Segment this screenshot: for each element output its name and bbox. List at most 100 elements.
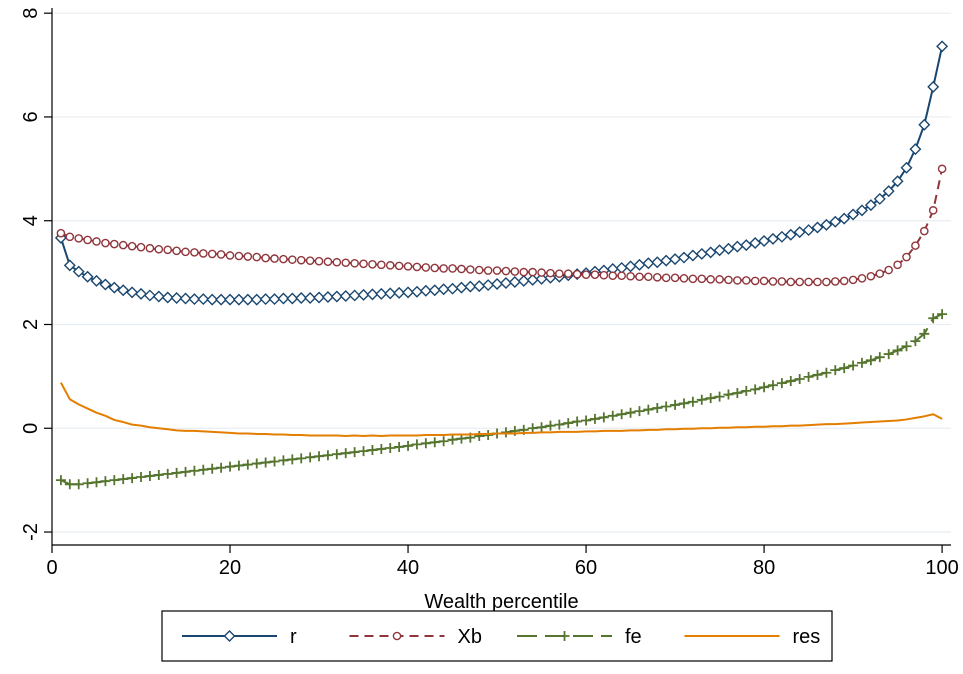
data-point-marker <box>802 224 815 237</box>
data-point-marker <box>670 399 681 410</box>
data-point-marker <box>848 275 858 285</box>
data-point-marker <box>777 277 787 286</box>
data-point-marker <box>153 469 164 480</box>
data-point-marker <box>385 442 396 453</box>
data-point-marker <box>670 273 680 283</box>
data-point-marker <box>170 292 183 305</box>
data-point-marker <box>928 313 939 324</box>
data-point-marker <box>492 266 502 275</box>
data-point-marker <box>581 415 592 426</box>
data-point-marker <box>652 403 663 414</box>
data-point-marker <box>126 286 139 299</box>
data-point-marker <box>393 286 406 299</box>
data-point-marker <box>455 281 468 294</box>
data-point-marker <box>82 478 93 489</box>
data-point-marker <box>109 475 120 486</box>
data-point-marker <box>277 292 290 305</box>
data-point-marker <box>207 463 218 474</box>
gridlines <box>52 12 951 533</box>
legend: r Xb fe res <box>161 610 833 662</box>
data-point-marker <box>838 212 851 225</box>
data-point-marker <box>607 410 618 421</box>
data-point-marker <box>510 267 520 276</box>
data-point-marker <box>188 293 201 306</box>
data-point-marker <box>909 143 922 156</box>
data-point-marker <box>714 391 725 402</box>
data-point-marker <box>848 360 859 371</box>
data-point-marker <box>225 251 235 260</box>
data-point-marker <box>305 452 316 463</box>
data-point-marker <box>759 276 769 286</box>
data-point-marker <box>241 293 254 306</box>
data-point-marker <box>412 262 422 272</box>
data-point-marker <box>287 454 298 465</box>
data-point-marker <box>499 276 512 289</box>
data-point-marker <box>644 272 653 282</box>
data-point-marker <box>820 218 833 231</box>
data-point-marker <box>145 243 155 253</box>
data-point-marker <box>359 259 368 269</box>
data-point-marker <box>234 251 244 261</box>
data-point-marker <box>92 237 101 246</box>
data-point-marker <box>152 290 165 303</box>
data-point-marker <box>528 267 537 277</box>
data-point-marker <box>110 239 119 249</box>
data-point-marker <box>180 466 191 477</box>
y-tick-label: 4 <box>20 215 42 226</box>
data-point-marker <box>384 287 397 300</box>
x-tick-label: 80 <box>753 557 775 579</box>
y-tick-label: 2 <box>20 319 42 330</box>
data-point-marker <box>171 467 182 478</box>
data-point-marker <box>251 458 262 469</box>
data-point-marker <box>278 455 289 466</box>
data-point-marker <box>936 40 949 53</box>
data-point-marker <box>118 474 129 485</box>
data-point-marker <box>919 328 930 339</box>
data-point-marker <box>750 384 761 395</box>
data-point-marker <box>688 274 698 284</box>
data-point-marker <box>430 263 440 273</box>
data-point-marker <box>902 252 911 262</box>
y-tick-label: 6 <box>20 111 42 122</box>
data-point-marker <box>864 199 877 212</box>
data-point-marker <box>500 427 511 438</box>
data-point-marker <box>313 291 326 304</box>
data-point-marker <box>296 453 307 464</box>
data-point-marker <box>99 278 112 291</box>
data-point-marker <box>437 283 450 296</box>
data-point-marker <box>652 272 662 282</box>
data-point-marker <box>642 257 655 270</box>
data-point-marker <box>501 266 511 276</box>
data-point-marker <box>279 254 288 264</box>
data-point-marker <box>705 393 716 404</box>
y-tick-label: 8 <box>20 8 42 19</box>
data-point-marker <box>403 262 413 271</box>
data-point-marker <box>322 450 333 461</box>
data-point-marker <box>537 268 546 277</box>
legend-item-xb: Xb <box>349 626 482 648</box>
data-point-marker <box>321 291 334 303</box>
data-point-marker <box>260 457 271 468</box>
data-point-marker <box>873 192 886 205</box>
data-point-marker <box>341 258 351 268</box>
data-point-marker <box>295 292 308 305</box>
series-line <box>60 382 943 438</box>
data-point-marker <box>198 464 209 475</box>
data-point-marker <box>581 270 591 279</box>
data-point-marker <box>223 630 236 642</box>
data-point-marker <box>144 470 155 481</box>
data-point-marker <box>733 276 742 285</box>
data-point-marker <box>136 242 146 252</box>
data-point-marker <box>349 447 360 458</box>
data-point-marker <box>392 631 402 641</box>
data-point-marker <box>856 204 868 217</box>
data-point-marker <box>420 438 431 449</box>
data-point-marker <box>483 266 493 275</box>
series-xb <box>56 164 947 287</box>
data-point-marker <box>91 477 102 488</box>
data-point-marker <box>64 479 75 490</box>
series-line <box>60 168 944 283</box>
data-point-marker <box>784 228 797 241</box>
data-point-marker <box>172 246 181 256</box>
